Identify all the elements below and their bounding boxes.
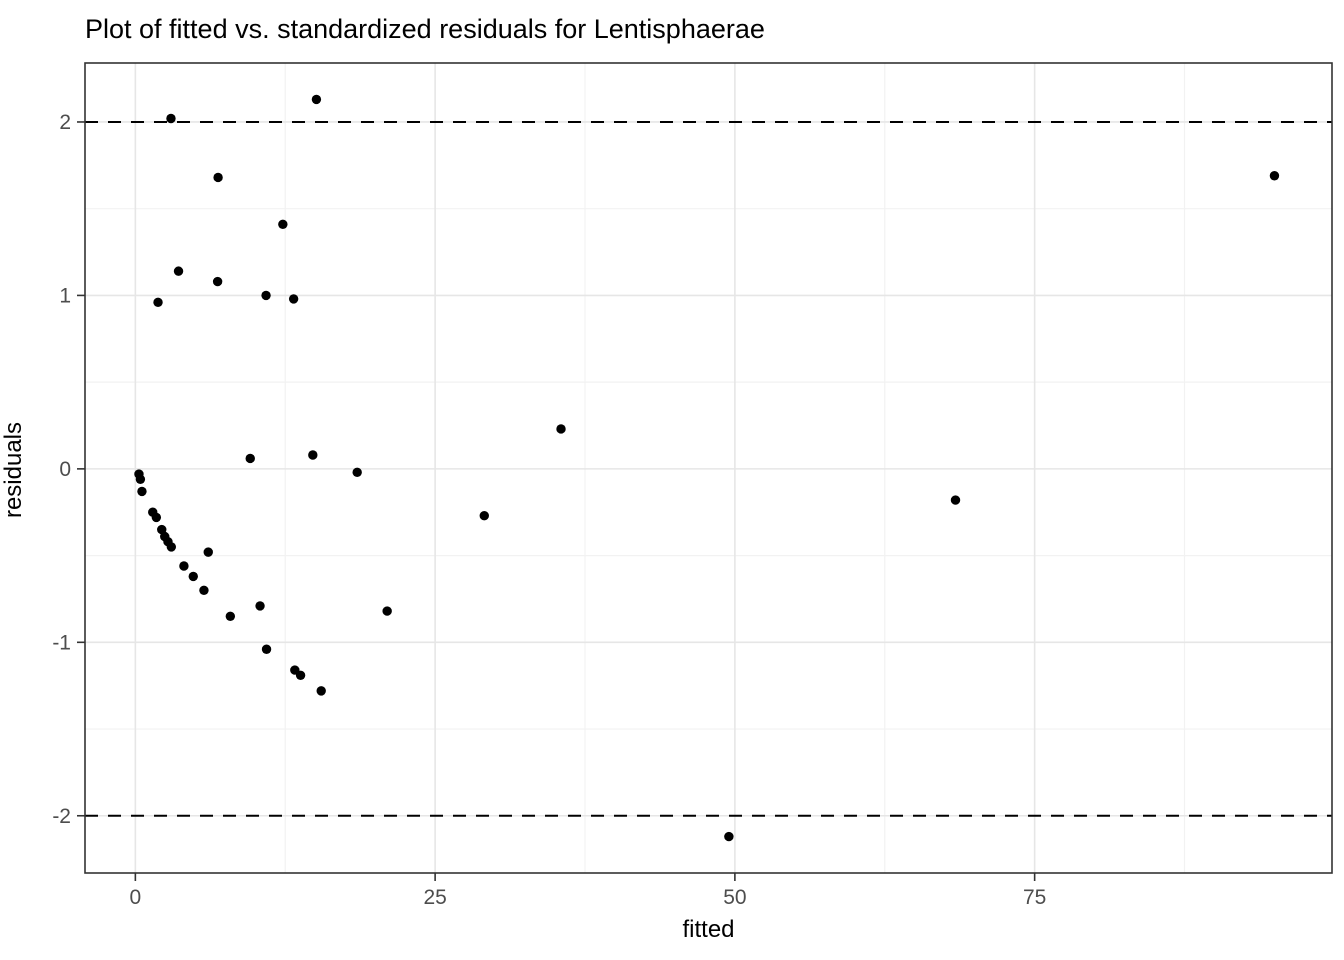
- x-tick-label: 75: [1023, 886, 1046, 909]
- data-point: [308, 450, 318, 460]
- x-axis-title: fitted: [682, 916, 735, 943]
- data-point: [166, 113, 176, 124]
- data-point: [173, 266, 184, 276]
- data-point: [151, 512, 162, 523]
- y-tick-label: -2: [52, 805, 71, 828]
- data-point: [188, 571, 198, 582]
- data-point: [261, 644, 272, 654]
- panel-border: [84, 62, 1333, 874]
- data-point: [213, 172, 223, 183]
- data-point: [255, 601, 265, 611]
- data-point: [166, 542, 177, 552]
- data-point: [295, 670, 306, 680]
- y-tick-label: 1: [59, 284, 71, 307]
- data-point: [950, 495, 961, 505]
- data-point: [556, 424, 566, 434]
- data-point: [225, 611, 236, 621]
- data-point: [1269, 171, 1280, 181]
- y-tick-label: -1: [52, 631, 71, 654]
- x-tick-label: 25: [423, 886, 446, 909]
- data-point: [352, 467, 362, 478]
- panel-background: [85, 63, 1332, 873]
- data-point: [311, 94, 322, 105]
- data-point: [135, 474, 146, 484]
- y-tick-label: 0: [59, 458, 71, 481]
- data-point: [261, 290, 271, 301]
- data-point: [179, 561, 189, 571]
- data-point: [203, 547, 213, 557]
- y-tick-label: 2: [59, 111, 71, 134]
- data-point: [212, 276, 223, 287]
- data-point: [278, 219, 288, 230]
- chart-title: Plot of fitted vs. standardized residual…: [85, 14, 765, 44]
- data-point: [724, 831, 734, 842]
- x-tick-label: 0: [130, 886, 142, 909]
- data-point: [245, 453, 255, 464]
- data-point: [199, 585, 209, 595]
- data-point: [288, 294, 299, 304]
- data-point: [316, 686, 326, 696]
- data-point: [479, 510, 489, 521]
- y-axis-title: residuals: [0, 421, 27, 519]
- x-tick-label: 50: [723, 886, 746, 909]
- data-point: [153, 297, 163, 308]
- data-point: [382, 606, 392, 616]
- data-point: [137, 486, 147, 497]
